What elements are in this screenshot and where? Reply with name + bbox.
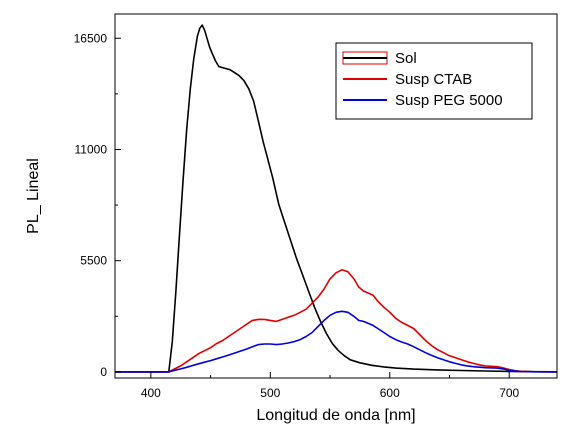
series-line-1 <box>115 269 557 373</box>
y-axis-title: PL_ Lineal <box>25 158 42 234</box>
y-tick-label: 11000 <box>75 142 108 156</box>
x-tick-label: 400 <box>141 386 161 400</box>
legend-box <box>335 42 533 120</box>
series-layer <box>115 24 557 373</box>
legend-label: Sol <box>395 50 417 67</box>
series-line-0 <box>115 24 557 373</box>
plot-frame <box>114 13 558 379</box>
legend-label: Susp CTAB <box>395 71 472 88</box>
legend-label: Susp PEG 5000 <box>395 92 503 109</box>
x-tick-label: 700 <box>499 386 519 400</box>
x-axis: 400 500 600 700 <box>141 372 520 400</box>
y-tick-label: 0 <box>100 365 107 379</box>
legend: Sol Susp CTAB Susp PEG 5000 <box>335 42 533 120</box>
x-tick-label: 500 <box>260 386 280 400</box>
y-tick-label: 5500 <box>80 254 107 268</box>
x-tick-label: 600 <box>380 386 400 400</box>
y-axis: 0 5500 11000 16500 <box>74 31 121 379</box>
series-line-2 <box>115 310 557 373</box>
y-tick-label: 16500 <box>74 31 108 45</box>
x-axis-title: Longitud de onda [nm] <box>256 407 415 424</box>
